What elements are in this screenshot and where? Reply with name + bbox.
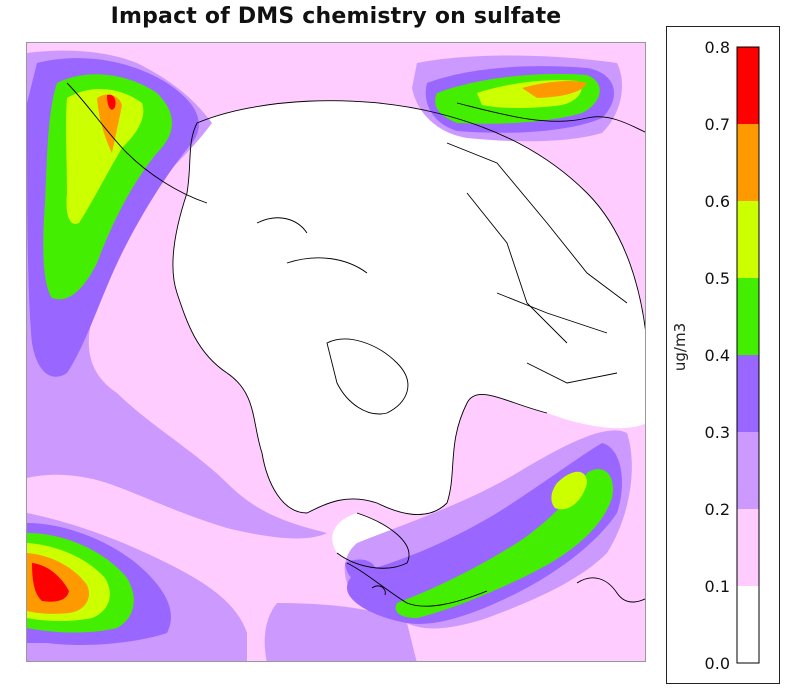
colorbar-bin-6 — [737, 124, 759, 201]
colorbar-tick-label: 0.1 — [705, 577, 730, 596]
colorbar-bin-7 — [737, 47, 759, 124]
colorbar-tick-label: 0.5 — [705, 269, 730, 288]
colorbar: 0.0 0.1 0.2 0.3 0.4 0.5 0.6 0.7 0.8 ug/m3 — [671, 38, 760, 673]
map-panel — [26, 42, 646, 662]
sulfate-map — [27, 43, 645, 661]
colorbar-tick-label: 0.6 — [705, 192, 730, 211]
colorbar-bin-4 — [737, 278, 759, 355]
colorbar-tick-labels: 0.0 0.1 0.2 0.3 0.4 0.5 0.6 0.7 0.8 — [705, 38, 730, 673]
colorbar-panel: 0.0 0.1 0.2 0.3 0.4 0.5 0.6 0.7 0.8 ug/m3 — [666, 26, 780, 684]
colorbar-bin-3 — [737, 355, 759, 432]
colorbar-bins — [737, 47, 759, 663]
colorbar-tick-label: 0.0 — [705, 654, 730, 673]
colorbar-tick-label: 0.8 — [705, 38, 730, 57]
colorbar-unit-label: ug/m3 — [671, 323, 689, 371]
colorbar-bin-5 — [737, 201, 759, 278]
colorbar-tick-label: 0.7 — [705, 115, 730, 134]
colorbar-bin-1 — [737, 509, 759, 586]
field-layer-0.7-0.8 — [32, 94, 116, 602]
coastlines — [66, 82, 645, 607]
map-title: Impact of DMS chemistry on sulfate — [110, 4, 562, 29]
colorbar-outline — [736, 46, 760, 664]
colorbar-tick-label: 0.4 — [705, 346, 730, 365]
colorbar-tick-label: 0.3 — [705, 423, 730, 442]
colorbar-tick-label: 0.2 — [705, 500, 730, 519]
colorbar-bin-0 — [737, 586, 759, 663]
colorbar-bin-2 — [737, 432, 759, 509]
